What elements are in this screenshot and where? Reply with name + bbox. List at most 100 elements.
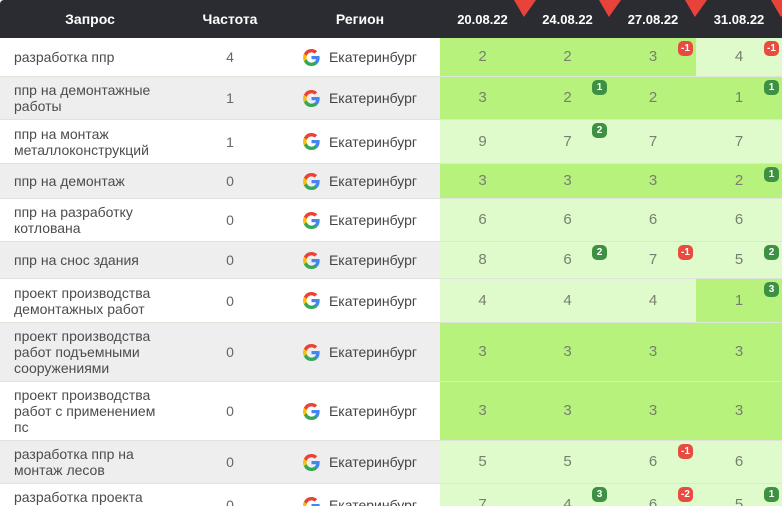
frequency-cell: 0 (180, 322, 280, 381)
table-row[interactable]: ппр на монтаж металлоконструкций 1 Екатери… (0, 119, 782, 163)
google-icon (302, 453, 320, 471)
position-cell[interactable]: 3 (440, 322, 525, 381)
position-cell[interactable]: 6 (440, 198, 525, 241)
position-cell[interactable]: 9 (440, 119, 525, 163)
region-cell: Екатеринбург (280, 483, 440, 506)
position-value: 5 (563, 453, 572, 470)
position-cell[interactable]: 3 (525, 381, 610, 440)
position-cell[interactable]: 6 (610, 198, 696, 241)
column-header-query[interactable]: Запрос (0, 0, 180, 38)
position-gain-badge: 2 (592, 245, 607, 260)
google-icon (302, 48, 320, 66)
position-value: 3 (478, 402, 487, 419)
position-cell[interactable]: 6 -2 (610, 483, 696, 506)
region-label: Екатеринбург (328, 212, 418, 228)
position-value: 3 (563, 402, 572, 419)
position-cell[interactable]: 8 (440, 241, 525, 278)
position-cell[interactable]: 7 (696, 119, 782, 163)
query-cell[interactable]: разработка ппр на монтаж лесов (0, 440, 180, 483)
position-value: 4 (563, 496, 572, 506)
query-cell[interactable]: ппр на снос здания (0, 241, 180, 278)
query-cell[interactable]: ппр на демонтажные работы (0, 76, 180, 119)
position-cell[interactable]: 3 (525, 322, 610, 381)
position-cell[interactable]: 6 (696, 198, 782, 241)
position-cell[interactable]: 3 (525, 163, 610, 198)
position-cell[interactable]: 4 -1 (696, 38, 782, 76)
column-header-date-31.08.22[interactable]: 31.08.22 (696, 0, 782, 38)
position-drop-badge: -1 (678, 444, 693, 459)
position-value: 3 (734, 343, 744, 360)
position-cell[interactable]: 3 (440, 381, 525, 440)
table-row[interactable]: ппр на демонтажные работы 1 Екатеринбург 3 2… (0, 76, 782, 119)
position-cell[interactable]: 4 (525, 278, 610, 322)
query-cell[interactable]: разработка проекта производства работ (0, 483, 180, 506)
query-cell[interactable]: ппр на монтаж металлоконструкций (0, 119, 180, 163)
position-cell[interactable]: 3 (610, 381, 696, 440)
query-cell[interactable]: проект производства демонтажных работ (0, 278, 180, 322)
position-cell[interactable]: 5 (440, 440, 525, 483)
position-cell[interactable]: 3 -1 (610, 38, 696, 76)
region-cell: Екатеринбург (280, 440, 440, 483)
position-cell[interactable]: 6 (525, 198, 610, 241)
position-cell[interactable]: 2 (525, 38, 610, 76)
position-cell[interactable]: 5 (525, 440, 610, 483)
position-gain-badge: 1 (764, 80, 779, 95)
position-gain-badge: 2 (764, 245, 779, 260)
query-cell[interactable]: проект производства работ подъемными соо… (0, 322, 180, 381)
position-cell[interactable]: 3 (440, 76, 525, 119)
frequency-cell: 0 (180, 381, 280, 440)
position-drop-badge: -1 (764, 41, 779, 56)
position-value: 1 (734, 89, 744, 106)
position-cell[interactable]: 3 (696, 322, 782, 381)
column-header-frequency[interactable]: Частота (180, 0, 280, 38)
position-gain-badge: 1 (764, 167, 779, 182)
query-cell[interactable]: ппр на демонтаж (0, 163, 180, 198)
position-cell[interactable]: 6 -1 (610, 440, 696, 483)
position-drop-badge: -2 (678, 487, 693, 502)
position-cell[interactable]: 2 (440, 38, 525, 76)
column-header-date-20.08.22[interactable]: 20.08.22 (440, 0, 536, 38)
query-cell[interactable]: разработка ппр (14, 49, 115, 65)
table-row[interactable]: проект производства демонтажных работ 0 Ек… (0, 278, 782, 322)
position-value: 3 (478, 89, 487, 106)
position-value: 3 (478, 172, 487, 189)
column-header-region[interactable]: Регион (280, 0, 440, 38)
position-value: 6 (478, 211, 487, 228)
position-cell[interactable]: 3 (696, 381, 782, 440)
google-icon (302, 89, 320, 107)
table-row[interactable]: проект производства работ с применением … (0, 381, 782, 440)
table-row[interactable]: разработка ппр 4 Екатеринбург 2 2 3 -1 4 -1 (0, 38, 782, 76)
position-cell[interactable]: 7 (440, 483, 525, 506)
position-value: 7 (563, 132, 572, 150)
position-cell[interactable]: 6 (696, 440, 782, 483)
table-row[interactable]: проект производства работ подъемными соо… (0, 322, 782, 381)
column-header-date-24.08.22[interactable]: 24.08.22 (525, 0, 621, 38)
position-cell[interactable]: 7 (610, 119, 696, 163)
position-cell[interactable]: 4 (440, 278, 525, 322)
query-cell[interactable]: ппр на разработку котлована (0, 198, 180, 241)
position-cell[interactable]: 7 -1 (610, 241, 696, 278)
query-cell[interactable]: проект производства работ с применением … (0, 381, 180, 440)
table-row[interactable]: ппр на снос здания 0 Екатеринбург 8 6 2 7 -1 5 2 (0, 241, 782, 278)
position-cell[interactable]: 2 (610, 76, 696, 119)
column-header-date-27.08.22[interactable]: 27.08.22 (610, 0, 707, 38)
table-row[interactable]: разработка ппр на монтаж лесов 0 Екатеринб… (0, 440, 782, 483)
position-cell[interactable]: 3 (610, 322, 696, 381)
position-cell[interactable]: 3 (610, 163, 696, 198)
table-row[interactable]: ппр на демонтаж 0 Екатеринбург 3 3 3 2 1 (0, 163, 782, 198)
position-cell[interactable]: 3 (440, 163, 525, 198)
table-row[interactable]: ппр на разработку котлована 0 Екатеринбург… (0, 198, 782, 241)
position-cell[interactable]: 4 (610, 278, 696, 322)
region-cell: Екатеринбург (280, 381, 440, 440)
